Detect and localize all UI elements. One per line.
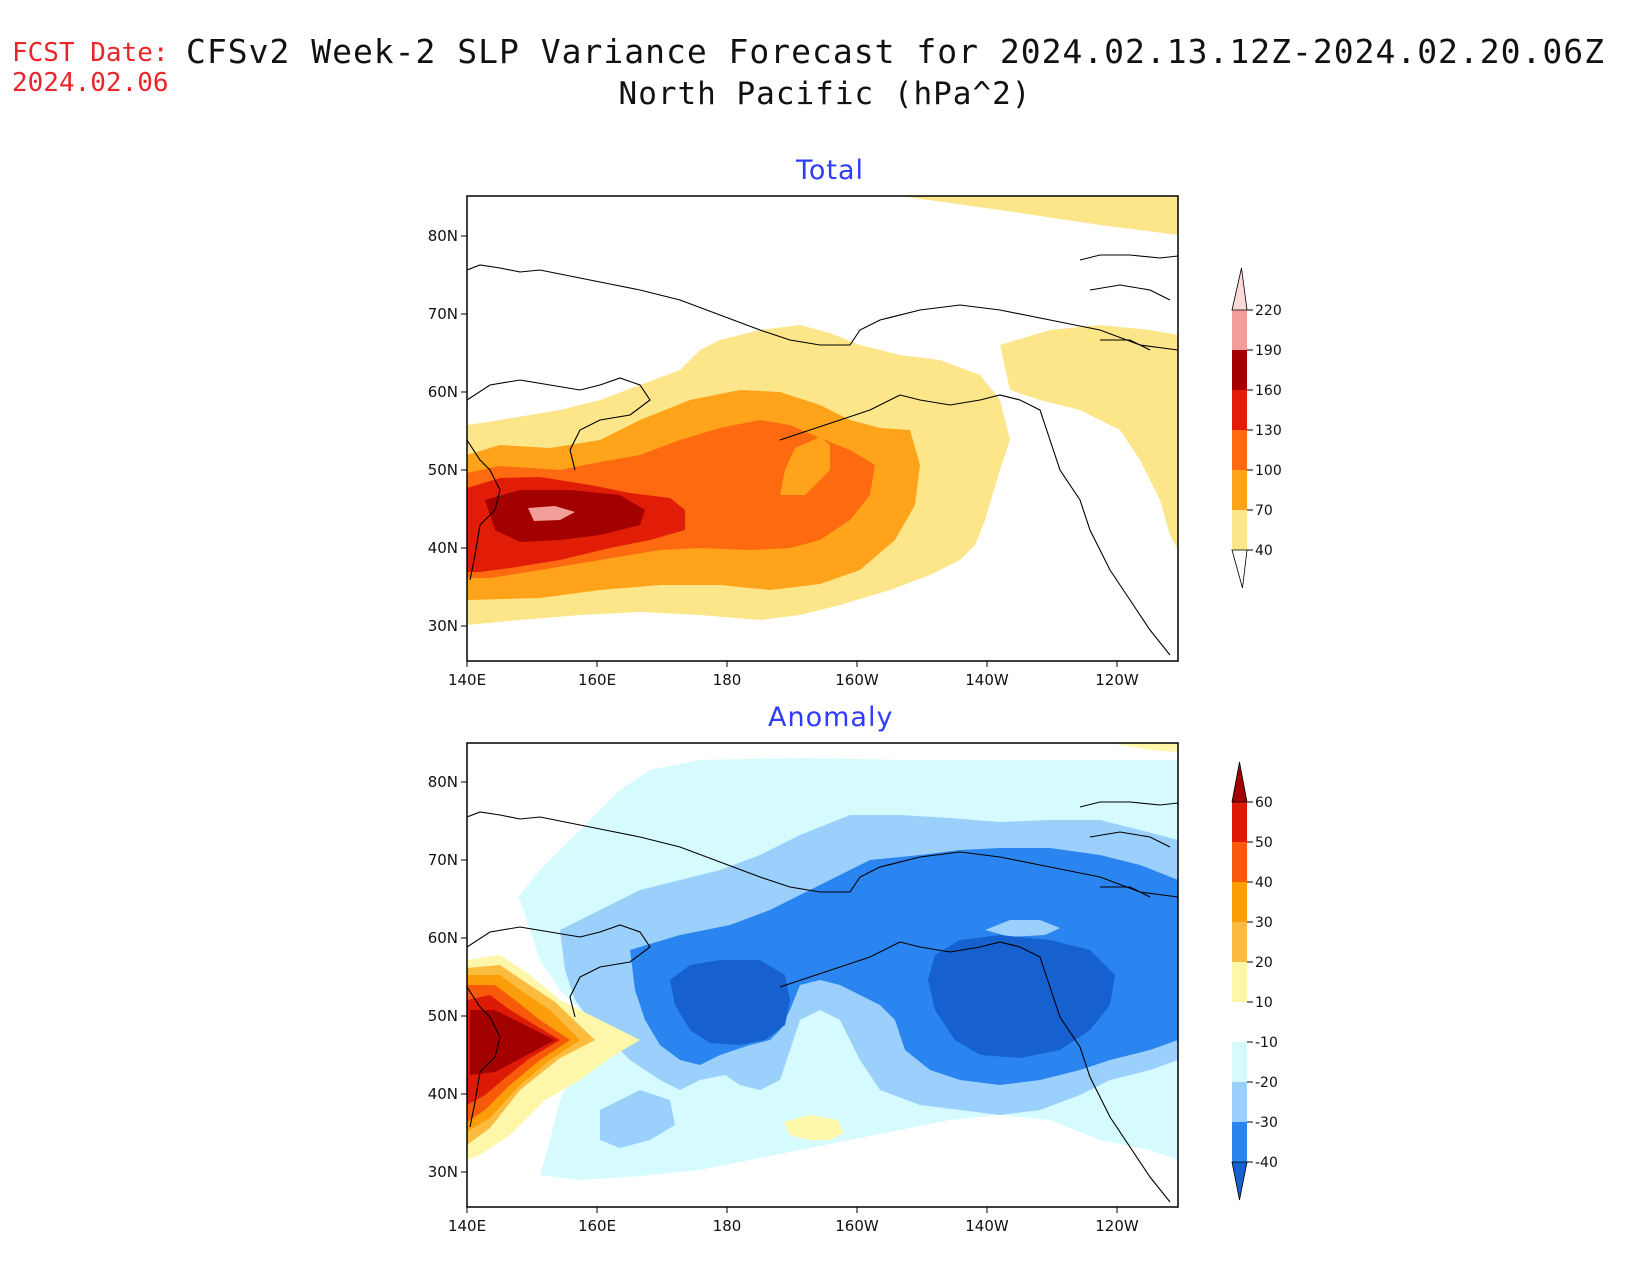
anomaly-colorbar-box bbox=[1232, 962, 1247, 1002]
anomaly-colorbar-label: 50 bbox=[1255, 835, 1273, 851]
lon-label: 120W bbox=[1095, 1217, 1139, 1235]
title-line-1: CFSv2 Week-2 SLP Variance Forecast for 2… bbox=[186, 32, 1606, 71]
anomaly-contour-10-blob bbox=[784, 1115, 843, 1140]
total-colorbar-top-arrow bbox=[1231, 267, 1248, 311]
lon-label: 140W bbox=[965, 1217, 1009, 1235]
total-colorbar-label: 100 bbox=[1255, 463, 1282, 479]
anomaly-contour-minus10-inner bbox=[467, 743, 1178, 910]
lat-label: 80N bbox=[428, 227, 458, 245]
fcst-date: 2024.02.06 bbox=[12, 68, 169, 98]
lat-label: 30N bbox=[428, 1163, 458, 1181]
lat-label: 70N bbox=[428, 851, 458, 869]
title-line-2: North Pacific (hPa^2) bbox=[618, 76, 1032, 112]
lat-label: 80N bbox=[428, 773, 458, 791]
anomaly-contour-minus40-east bbox=[928, 935, 1115, 1058]
anomaly-colorbar-bottom-arrow bbox=[1231, 1161, 1248, 1201]
anomaly-colorbar-label: 20 bbox=[1255, 955, 1273, 971]
anomaly-colorbar-label: -10 bbox=[1255, 1035, 1278, 1051]
anomaly-colorbar-box bbox=[1232, 842, 1247, 882]
total-colorbar-box bbox=[1232, 350, 1247, 390]
anomaly-colorbar-label: -30 bbox=[1255, 1115, 1278, 1131]
total-colorbar-label: 220 bbox=[1255, 303, 1282, 319]
anomaly-contour-60 bbox=[470, 1010, 555, 1075]
total-colorbar-box bbox=[1232, 430, 1247, 470]
anomaly-coastlines bbox=[467, 801, 1178, 1203]
colorbars: 40 70 100 130 160 190 220 -40 -30 -20 -10 10 20 30 40 5… bbox=[1231, 267, 1282, 1201]
panel-title-total: Total bbox=[796, 155, 865, 186]
lon-label: 160W bbox=[835, 671, 879, 689]
lat-label: 50N bbox=[428, 461, 458, 479]
anomaly-frame bbox=[466, 742, 1179, 1208]
lon-label: 140E bbox=[448, 671, 486, 689]
anomaly-colorbar-box bbox=[1232, 882, 1247, 922]
lon-label: 180 bbox=[713, 1217, 742, 1235]
total-coastlines bbox=[467, 254, 1178, 656]
total-colorbar-label: 160 bbox=[1255, 383, 1282, 399]
lat-label: 50N bbox=[428, 1007, 458, 1025]
total-colorbar-bottom-arrow bbox=[1231, 549, 1248, 589]
anomaly-colorbar-label: 30 bbox=[1255, 915, 1273, 931]
map-axes: 140E 160E 180 160W 140W 120W 80N 70N 60N 50N 40N 30… bbox=[428, 227, 1139, 1235]
total-colorbar-label: 130 bbox=[1255, 423, 1282, 439]
total-contour-190 bbox=[528, 506, 575, 521]
lon-label: 180 bbox=[713, 671, 742, 689]
total-map bbox=[467, 196, 1178, 656]
anomaly-colorbar-box bbox=[1232, 1082, 1247, 1122]
anomaly-colorbar-box bbox=[1232, 922, 1247, 962]
anomaly-contour-10-ne bbox=[1110, 743, 1178, 752]
anomaly-map bbox=[467, 743, 1178, 1203]
total-contour-70-notch bbox=[780, 437, 830, 495]
total-colorbar-box bbox=[1232, 390, 1247, 430]
anomaly-contour-minus20-blob bbox=[600, 1090, 675, 1148]
total-contour-40-east bbox=[1000, 325, 1178, 550]
anomaly-colorbar-label: 10 bbox=[1255, 995, 1273, 1011]
anomaly-colorbar-box bbox=[1232, 1042, 1247, 1082]
lat-label: 70N bbox=[428, 305, 458, 323]
anomaly-colorbar-box bbox=[1232, 802, 1247, 842]
lat-label: 40N bbox=[428, 1085, 458, 1103]
lon-label: 160E bbox=[578, 671, 616, 689]
total-colorbar-box bbox=[1232, 510, 1247, 550]
lon-label: 160W bbox=[835, 1217, 879, 1235]
anomaly-contour-minus20-hole bbox=[985, 920, 1060, 937]
anomaly-colorbar-top-arrow bbox=[1231, 761, 1248, 803]
anomaly-colorbar-box bbox=[1232, 1002, 1247, 1042]
anomaly-colorbar-label: 40 bbox=[1255, 875, 1273, 891]
anomaly-contour-minus40-west bbox=[670, 960, 790, 1045]
lat-label: 60N bbox=[428, 383, 458, 401]
fcst-label-text: FCST Date: bbox=[12, 38, 169, 68]
lat-label: 60N bbox=[428, 929, 458, 947]
anomaly-colorbar-label: -20 bbox=[1255, 1075, 1278, 1091]
lon-label: 120W bbox=[1095, 671, 1139, 689]
anomaly-colorbar-label: -40 bbox=[1255, 1155, 1278, 1171]
total-colorbar-label: 190 bbox=[1255, 343, 1282, 359]
lon-label: 160E bbox=[578, 1217, 616, 1235]
total-contour-40-top bbox=[900, 196, 1178, 235]
total-frame bbox=[466, 195, 1179, 662]
lon-label: 140E bbox=[448, 1217, 486, 1235]
fcst-label: FCST Date: 2024.02.06 bbox=[12, 38, 169, 98]
total-colorbar-box bbox=[1232, 310, 1247, 350]
panel-title-anomaly: Anomaly bbox=[768, 702, 894, 733]
total-colorbar-label: 70 bbox=[1255, 503, 1273, 519]
lon-label: 140W bbox=[965, 671, 1009, 689]
lat-label: 30N bbox=[428, 617, 458, 635]
total-colorbar-label: 40 bbox=[1255, 543, 1273, 559]
total-colorbar-box bbox=[1232, 470, 1247, 510]
lat-label: 40N bbox=[428, 539, 458, 557]
anomaly-colorbar-box bbox=[1232, 1122, 1247, 1162]
anomaly-colorbar-label: 60 bbox=[1255, 795, 1273, 811]
